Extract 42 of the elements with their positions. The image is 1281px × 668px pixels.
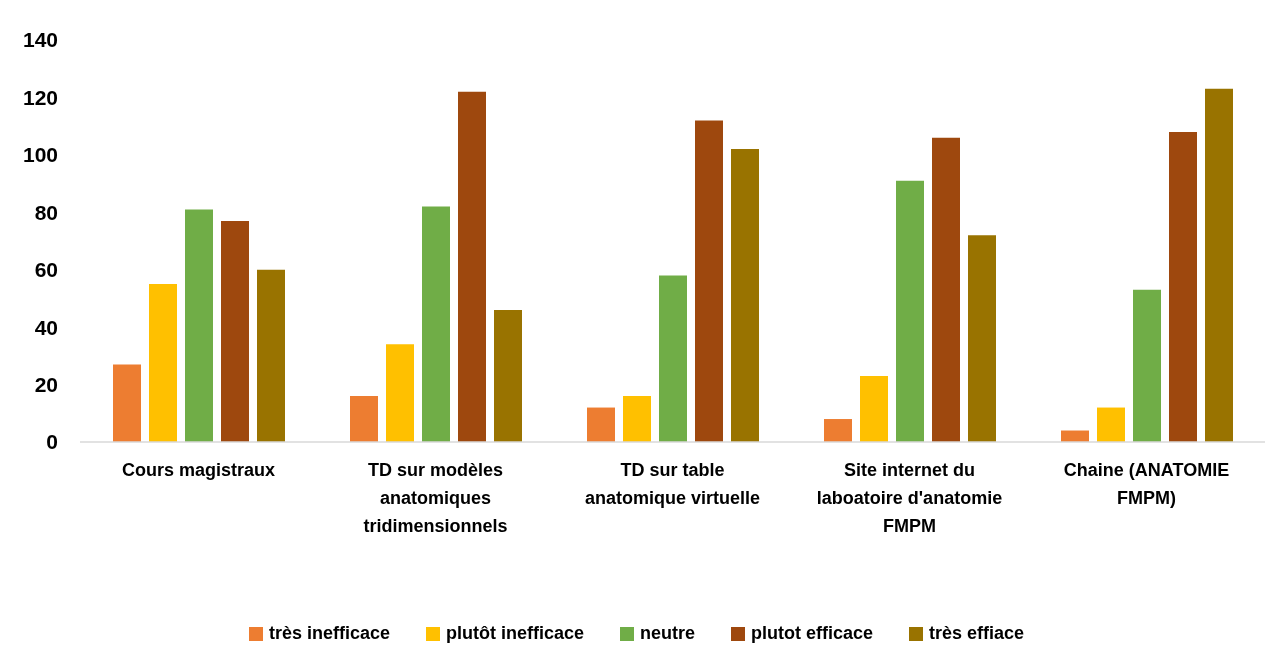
bar [623,396,651,442]
bar [896,180,924,442]
bar [1097,407,1125,442]
bar [731,149,759,442]
legend-label: très effiace [929,623,1025,644]
x-tick-label: TD sur modèles anatomiques tridimensionnels [363,460,508,536]
legend-label: très inefficace [268,623,390,644]
bar [860,375,888,442]
bar [1169,131,1197,442]
bar [695,120,723,442]
bar [824,419,852,442]
bar [113,364,141,442]
bar [968,235,996,442]
legend-label: plutot efficace [751,623,874,644]
y-tick-label: 60 [34,258,58,282]
legend-label: plutôt inefficace [445,623,584,644]
bar [587,407,615,442]
legend-label: neutre [639,623,695,644]
bar [494,309,522,442]
y-tick-label: 0 [46,430,58,454]
x-tick-label: Site internet du laboatoire d'anatomie FMPM [816,460,1003,536]
y-tick-label: 40 [34,315,58,339]
y-tick-label: 140 [22,28,58,52]
y-tick-label: 120 [22,85,58,109]
bar [149,284,177,442]
bar [1133,289,1161,442]
bar [386,344,414,442]
bar [1205,88,1233,442]
bar [221,220,249,442]
bar [422,206,450,442]
bar [185,209,213,442]
bar [350,396,378,442]
y-tick-label: 20 [34,373,58,397]
bar [257,269,285,442]
y-tick-label: 80 [34,200,58,224]
bar [458,91,486,442]
bar [659,275,687,442]
x-tick-label: Chaine (ANATOMIE FMPM) [1063,460,1230,508]
bar [932,137,960,442]
y-tick-label: 100 [22,143,58,167]
x-tick-label: Cours magistraux [121,460,276,480]
x-tick-label: TD sur table anatomique virtuelle [584,460,761,508]
